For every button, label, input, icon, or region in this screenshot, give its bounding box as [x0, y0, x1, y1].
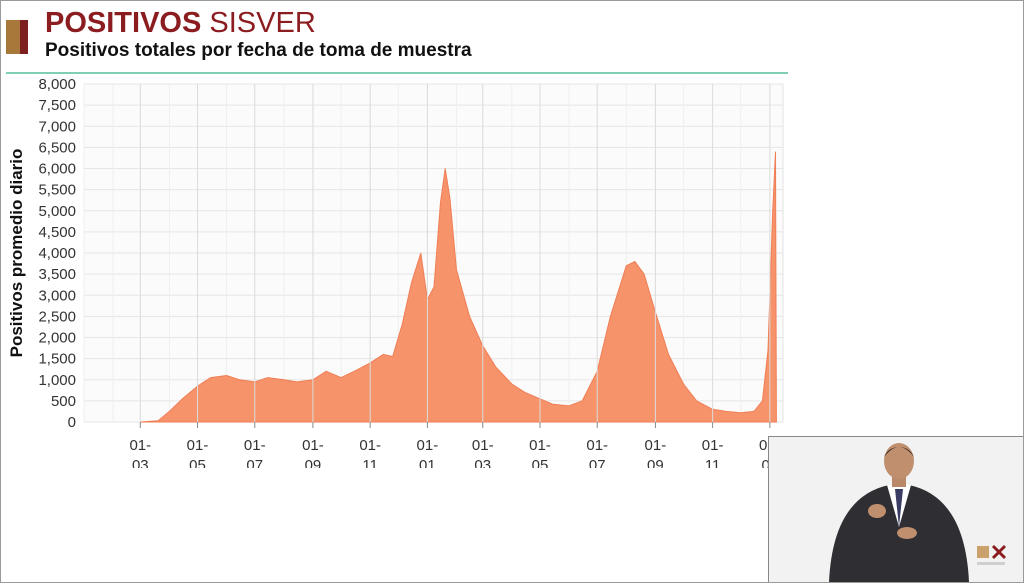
x-tick-label: 01-	[702, 437, 724, 454]
y-tick-label: 3,500	[38, 266, 76, 283]
x-tick-label: 01-	[129, 437, 151, 454]
government-logo	[977, 544, 1007, 565]
y-tick-label: 6,500	[38, 139, 76, 156]
y-tick-label: 1,000	[38, 372, 76, 389]
y-tick-label: 7,500	[38, 97, 76, 114]
x-tick-label: 01-	[586, 437, 608, 454]
y-tick-label: 1,500	[38, 351, 76, 368]
x-tick-label: 01-	[472, 437, 494, 454]
x-tick-label: 01-	[302, 437, 324, 454]
x-tick-label: 09	[305, 457, 322, 468]
y-tick-label: 3,000	[38, 287, 76, 304]
y-tick-label: 5,000	[38, 203, 76, 220]
title-light: SISVER	[209, 7, 316, 39]
y-tick-label: 2,000	[38, 330, 76, 347]
series-area	[140, 151, 777, 423]
positivos-area-chart: 0 500 1,000 1,500 2,000 2,500 3,000 3,500 4,000 4…	[7, 78, 784, 468]
x-tick-label: 07	[589, 457, 606, 468]
x-tick-label: 01-	[529, 437, 551, 454]
x-tick-label: 11	[705, 457, 721, 468]
header-divider	[6, 72, 788, 74]
y-tick-label: 7,000	[38, 118, 76, 135]
page-subtitle: Positivos totales por fecha de toma de m…	[45, 40, 472, 61]
x-tick-label: 01-	[244, 437, 266, 454]
x-tick-label: 05	[189, 457, 206, 468]
y-tick-label: 8,000	[38, 78, 76, 93]
header-accent-bar	[6, 20, 28, 54]
x-tick-label: 03	[132, 457, 149, 468]
x-tick-label: 01	[419, 457, 436, 468]
y-tick-label: 5,500	[38, 182, 76, 199]
y-tick-label: 4,000	[38, 245, 76, 262]
x-tick-label: 03	[474, 457, 491, 468]
page-title: POSITIVOS SISVER	[45, 6, 316, 40]
x-tick-label: 01-	[645, 437, 667, 454]
x-tick-label: 09	[647, 457, 664, 468]
y-tick-label: 2,500	[38, 308, 76, 325]
x-tick-label: 11	[362, 457, 378, 468]
interpreter-video-pane	[768, 436, 1023, 582]
y-tick-label: 4,500	[38, 224, 76, 241]
y-axis-title: Positivos promedio diario	[7, 149, 26, 358]
x-tick-label: 01-	[359, 437, 381, 454]
x-tick-label: 05	[532, 457, 549, 468]
y-tick-label: 6,000	[38, 161, 76, 178]
x-tick-label: 01-	[187, 437, 209, 454]
x-tick-label: 07	[246, 457, 263, 468]
y-tick-label: 0	[68, 414, 76, 431]
y-tick-label: 500	[51, 393, 76, 410]
title-bold: POSITIVOS	[45, 7, 202, 39]
x-tick-label: 01-	[417, 437, 439, 454]
